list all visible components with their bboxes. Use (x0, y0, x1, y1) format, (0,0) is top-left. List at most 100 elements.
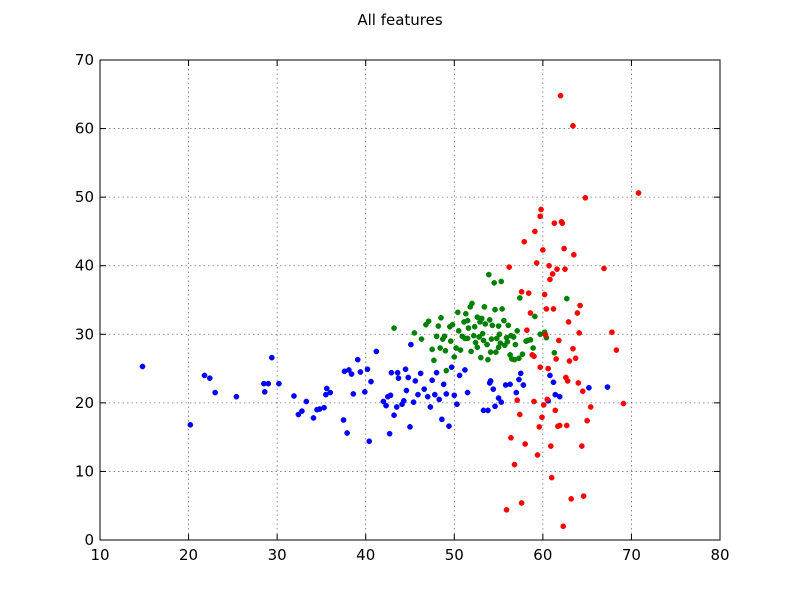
data-point-series-0 (412, 378, 419, 384)
data-point-series-2 (568, 496, 575, 502)
data-point-series-0 (485, 407, 491, 414)
chart-title: All features (357, 11, 443, 29)
data-point-series-0 (604, 384, 611, 390)
data-point-series-0 (443, 391, 450, 397)
data-point-series-1 (433, 333, 440, 340)
data-point-series-0 (454, 401, 460, 408)
data-point-series-2 (553, 356, 559, 362)
data-point-series-0 (350, 391, 357, 397)
data-point-series-2 (542, 332, 549, 338)
data-point-series-1 (495, 344, 502, 351)
data-point-series-2 (565, 319, 572, 325)
data-point-series-1 (514, 328, 521, 334)
y-tick-label: 40 (75, 257, 94, 275)
data-point-series-2 (571, 251, 577, 258)
data-point-series-0 (400, 397, 407, 404)
data-point-series-2 (563, 422, 570, 429)
data-point-series-2 (574, 310, 581, 316)
data-point-series-2 (547, 443, 554, 449)
data-point-series-0 (415, 391, 421, 398)
data-point-series-0 (212, 389, 218, 396)
data-point-series-1 (496, 331, 503, 338)
data-point-series-2 (570, 122, 576, 129)
data-point-series-0 (299, 408, 305, 414)
data-point-series-0 (388, 369, 395, 376)
data-point-series-1 (481, 304, 488, 310)
data-point-series-2 (543, 306, 550, 312)
data-point-series-1 (411, 330, 418, 336)
data-point-series-2 (521, 238, 528, 245)
data-point-series-0 (462, 367, 468, 373)
data-point-series-0 (417, 370, 424, 377)
data-point-series-2 (635, 190, 642, 196)
data-point-series-2 (532, 228, 538, 235)
data-point-series-2 (518, 500, 525, 506)
data-point-series-0 (393, 404, 400, 410)
data-point-series-0 (310, 415, 317, 421)
data-point-series-1 (447, 338, 454, 344)
data-point-series-2 (524, 327, 530, 334)
y-tick-label: 0 (84, 531, 94, 549)
data-point-series-2 (552, 407, 559, 414)
data-point-series-2 (546, 262, 552, 269)
data-point-series-2 (613, 347, 620, 353)
data-point-series-1 (451, 354, 458, 360)
data-point-series-0 (451, 392, 458, 399)
data-point-series-2 (533, 260, 540, 266)
data-point-series-2 (555, 337, 562, 344)
data-point-series-1 (487, 349, 494, 355)
data-point-series-1 (435, 323, 442, 329)
data-point-series-2 (545, 365, 552, 372)
data-point-series-1 (468, 348, 474, 355)
data-point-series-0 (340, 417, 347, 423)
data-point-series-0 (410, 399, 417, 406)
data-point-series-0 (507, 381, 513, 388)
data-point-series-2 (522, 441, 528, 447)
data-point-series-1 (455, 328, 462, 334)
x-tick-label: 20 (179, 546, 198, 564)
data-point-series-0 (492, 403, 498, 410)
data-point-series-2 (609, 329, 615, 336)
data-point-series-2 (548, 474, 555, 481)
data-point-series-0 (373, 348, 380, 355)
data-point-series-2 (518, 288, 525, 295)
data-point-series-0 (276, 380, 282, 387)
data-point-series-0 (520, 382, 527, 388)
data-point-series-2 (556, 422, 563, 429)
data-point-series-0 (346, 367, 352, 373)
data-point-series-2 (587, 404, 594, 410)
data-point-series-2 (508, 434, 514, 441)
data-point-series-2 (620, 400, 627, 407)
data-point-series-2 (531, 398, 537, 405)
y-tick-label: 50 (75, 188, 94, 206)
data-point-series-0 (261, 389, 268, 395)
data-point-series-0 (427, 404, 434, 410)
data-point-series-0 (421, 386, 428, 392)
data-point-series-2 (561, 245, 567, 252)
data-point-series-2 (575, 380, 582, 386)
data-point-series-2 (536, 424, 543, 430)
data-point-series-0 (547, 372, 553, 379)
data-point-series-1 (479, 330, 486, 337)
data-point-series-2 (578, 443, 585, 449)
data-point-series-0 (487, 378, 494, 384)
data-point-series-0 (550, 379, 557, 386)
data-point-series-2 (557, 92, 564, 99)
data-point-series-1 (474, 344, 481, 351)
data-point-series-1 (449, 321, 456, 328)
data-point-series-1 (443, 367, 450, 374)
data-point-series-0 (516, 376, 522, 383)
data-point-series-1 (510, 334, 517, 340)
data-point-series-0 (394, 369, 401, 376)
data-point-series-2 (576, 330, 583, 336)
data-point-series-2 (566, 358, 573, 364)
data-point-series-0 (424, 393, 431, 400)
data-point-series-1 (454, 309, 461, 316)
data-point-series-1 (519, 351, 526, 358)
data-point-series-1 (476, 334, 482, 340)
data-point-series-0 (433, 369, 440, 376)
data-point-series-2 (547, 276, 553, 283)
data-point-series-0 (395, 375, 402, 382)
y-tick-label: 60 (75, 120, 94, 138)
data-point-series-1 (457, 347, 464, 353)
